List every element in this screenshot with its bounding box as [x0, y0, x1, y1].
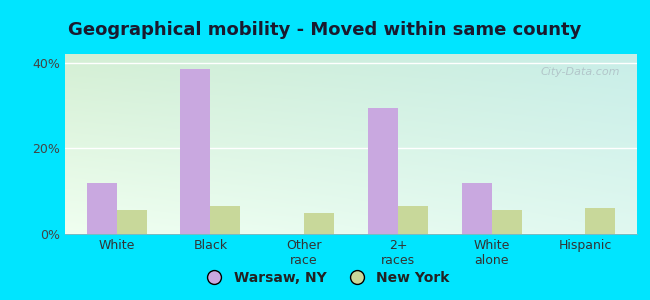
- Bar: [462, 183, 491, 234]
- Legend: Warsaw, NY, New York: Warsaw, NY, New York: [195, 265, 455, 290]
- Bar: [491, 210, 522, 234]
- Text: Geographical mobility - Moved within same county: Geographical mobility - Moved within sam…: [68, 21, 582, 39]
- Bar: [116, 210, 147, 234]
- Bar: [304, 213, 334, 234]
- Bar: [86, 183, 116, 234]
- Bar: [211, 206, 240, 234]
- Bar: [180, 69, 211, 234]
- Bar: [586, 208, 616, 234]
- Text: City-Data.com: City-Data.com: [540, 67, 620, 76]
- Bar: [368, 108, 398, 234]
- Bar: [398, 206, 428, 234]
